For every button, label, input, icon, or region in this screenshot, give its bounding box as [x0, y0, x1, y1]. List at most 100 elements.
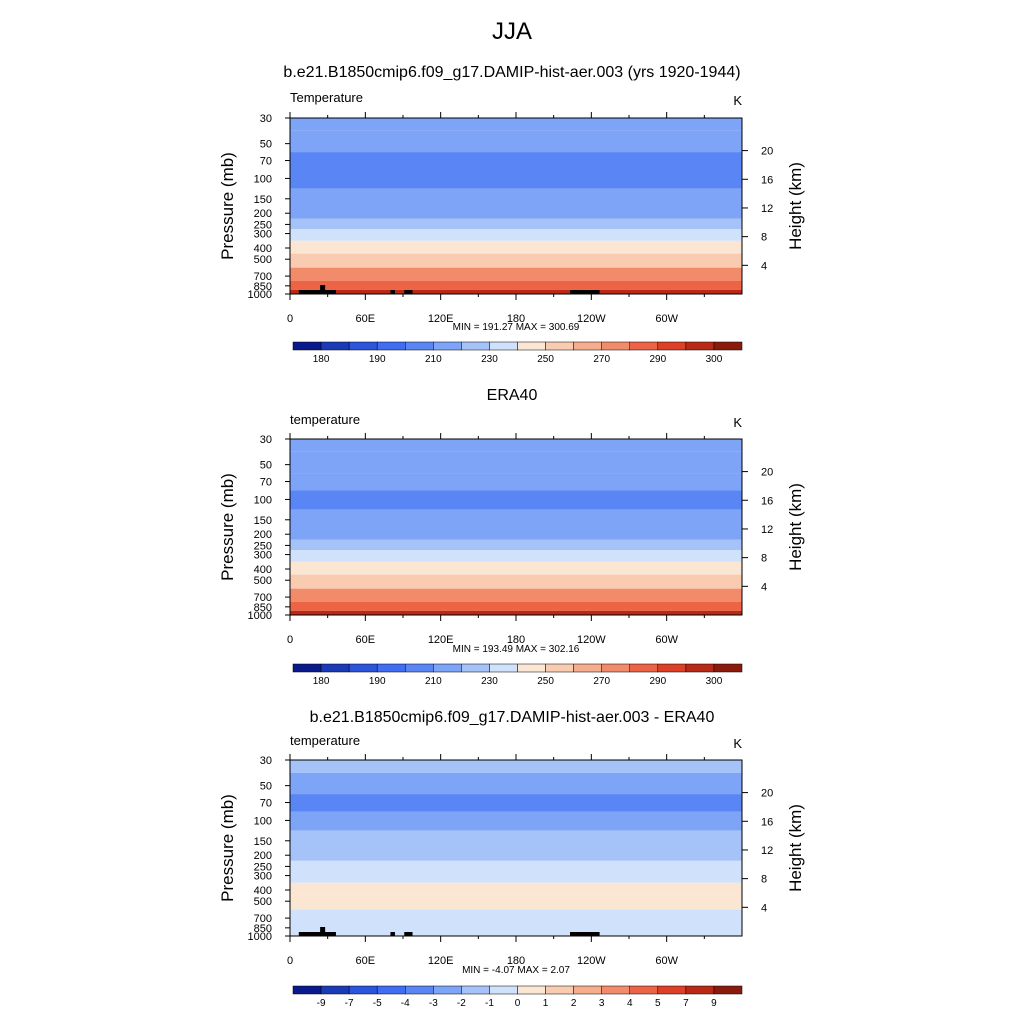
x-tick-label: 180 [507, 955, 525, 967]
y-tick-label: 150 [254, 836, 272, 848]
x-tick-label: 60E [356, 634, 376, 646]
band-500 [290, 253, 742, 268]
band-30 [290, 439, 742, 452]
colorbar-bin [601, 341, 630, 351]
chart-panel-2: ERA40 temperature K 0 60E 120E 180 120W 60W 30 50 7… [218, 387, 805, 687]
terrain-block [298, 290, 336, 294]
colorbar-bin [405, 341, 434, 351]
band-150 [290, 509, 742, 527]
y2-tick-label: 8 [761, 232, 767, 244]
colorbar-label: 210 [425, 676, 442, 687]
y-tick-label: 50 [260, 781, 272, 793]
colorbar-bin [320, 341, 350, 351]
terrain-block [569, 932, 600, 936]
y2-tick-label: 4 [761, 902, 767, 914]
colorbar-bin [685, 985, 715, 995]
colorbar-bin [433, 341, 462, 351]
terrain-peak [320, 285, 326, 294]
colorbar-bin [320, 663, 350, 673]
colorbar-bin [573, 985, 602, 995]
x-tick-label: 120E [428, 955, 454, 967]
y-tick-label: 70 [260, 798, 272, 810]
y-axis-label: Pressure (mb) [218, 473, 237, 581]
band-200 [290, 848, 742, 861]
band-30 [290, 118, 742, 131]
colorbar-bin [517, 341, 546, 351]
band-300 [290, 228, 742, 241]
band-500 [290, 574, 742, 589]
band-150 [290, 188, 742, 206]
colorbar-label: 5 [655, 998, 661, 1009]
y-tick-label: 30 [260, 434, 272, 446]
band-70 [290, 473, 742, 491]
units-label: K [733, 415, 742, 430]
y-tick-label: 250 [254, 540, 272, 552]
y-tick-label: 100 [254, 815, 272, 827]
colorbar-bin [601, 663, 630, 673]
x-tick-label: 120W [577, 955, 606, 967]
panel-title: ERA40 [487, 387, 538, 404]
y-tick-label: 850 [254, 923, 272, 935]
colorbar-bin [376, 663, 406, 673]
colorbar-bin [461, 663, 490, 673]
colorbar-bin [517, 985, 546, 995]
colorbar-label: 9 [711, 998, 717, 1009]
y2-tick-label: 20 [761, 788, 773, 800]
y-tick-label: 850 [254, 602, 272, 614]
y-tick-label: 400 [254, 885, 272, 897]
panel-title: b.e21.B1850cmip6.f09_g17.DAMIP-hist-aer.… [310, 709, 715, 726]
colorbar-label: 4 [627, 998, 633, 1009]
y2-tick-label: 4 [761, 581, 767, 593]
field-label: Temperature [290, 90, 363, 105]
y-tick-label: 700 [254, 913, 272, 925]
colorbar-bin [601, 985, 630, 995]
colorbar-bin [489, 341, 518, 351]
colorbar-label: -4 [401, 998, 410, 1009]
colorbar-label: -2 [457, 998, 466, 1009]
y-tick-label: 100 [254, 494, 272, 506]
band-700 [290, 588, 742, 602]
colorbar-label: 190 [369, 354, 386, 365]
colorbar-label: -5 [373, 998, 382, 1009]
y-tick-label: 300 [254, 229, 272, 241]
y-tick-label: 1000 [248, 610, 272, 622]
colorbar-label: 7 [683, 998, 689, 1009]
y-tick-label: 30 [260, 113, 272, 125]
band-300 [290, 870, 742, 883]
colorbar-bin [713, 341, 743, 351]
band-1000 [290, 289, 742, 294]
field-label: temperature [290, 733, 360, 748]
colorbar-bin [292, 985, 322, 995]
band-50 [290, 451, 742, 474]
colorbar-label: 290 [649, 354, 666, 365]
y-tick-label: 30 [260, 755, 272, 767]
y-tick-label: 250 [254, 219, 272, 231]
field-label: temperature [290, 412, 360, 427]
band-200 [290, 527, 742, 540]
colorbar-label: 300 [706, 354, 723, 365]
terrain-block [404, 932, 413, 936]
y-tick-label: 150 [254, 515, 272, 527]
min-max-stats: MIN = -4.07 MAX = 2.07 [462, 965, 570, 976]
band-50 [290, 130, 742, 153]
x-tick-label: 60E [356, 955, 376, 967]
y2-tick-label: 20 [761, 146, 773, 158]
colorbar-label: 250 [537, 676, 554, 687]
band-100 [290, 490, 742, 510]
colorbar-bin [685, 341, 715, 351]
band-100 [290, 169, 742, 189]
panel-title: b.e21.B1850cmip6.f09_g17.DAMIP-hist-aer.… [283, 64, 740, 81]
y-tick-label: 70 [260, 477, 272, 489]
colorbar-bin [629, 341, 659, 351]
x-tick-label: 180 [507, 634, 525, 646]
terrain-block [390, 932, 395, 936]
band-1000 [290, 610, 742, 615]
chart-panel-1: b.e21.B1850cmip6.f09_g17.DAMIP-hist-aer.… [218, 64, 805, 365]
y-axis-label: Pressure (mb) [218, 794, 237, 902]
band-150 [290, 830, 742, 848]
figure-title: JJA [491, 18, 532, 45]
y2-tick-label: 8 [761, 874, 767, 886]
y2-tick-label: 16 [761, 174, 773, 186]
y-tick-label: 1000 [248, 289, 272, 301]
colorbar-label: 210 [425, 354, 442, 365]
